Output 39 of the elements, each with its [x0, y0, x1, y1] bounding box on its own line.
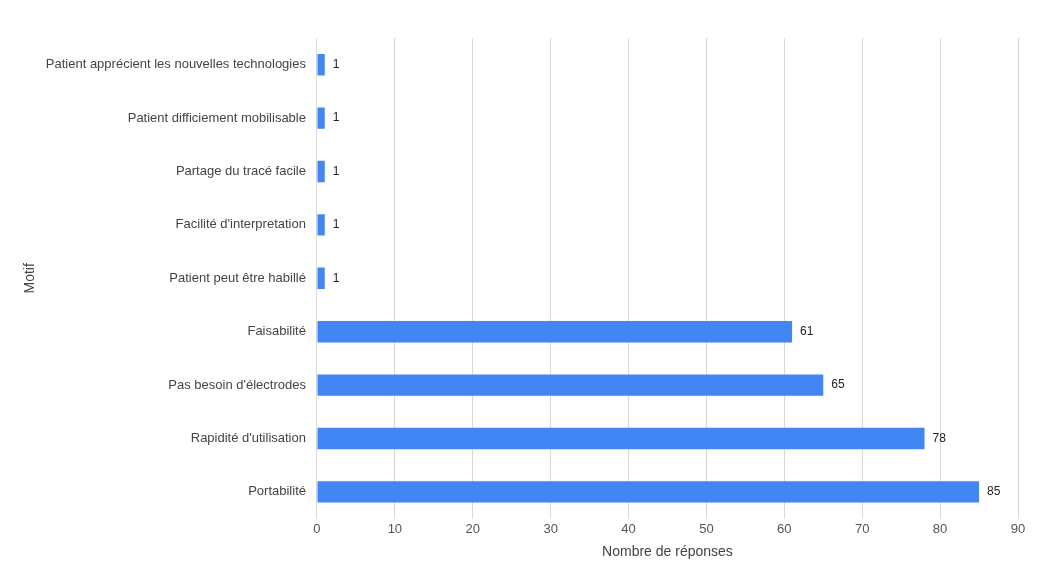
- bar: [317, 481, 980, 503]
- x-tick-label: 30: [543, 520, 558, 536]
- data-label: 61: [800, 324, 814, 339]
- bar: [317, 160, 325, 183]
- y-tick-label: Patient peut être habillé: [169, 269, 306, 285]
- bar: [317, 427, 925, 450]
- data-label: 85: [987, 484, 1001, 499]
- data-label: 65: [831, 377, 845, 392]
- data-label: 1: [332, 57, 340, 72]
- y-tick-label: Pas besoin d'électrodes: [168, 376, 307, 392]
- bar: [317, 214, 325, 236]
- data-label: 1: [332, 217, 340, 232]
- bar: [317, 321, 793, 343]
- x-tick-label: 10: [387, 520, 403, 536]
- x-tick-label: 70: [854, 520, 870, 536]
- y-tick-label: Patient apprécient les nouvelles technologies: [45, 56, 307, 72]
- bar: [317, 267, 325, 289]
- x-tick-label: 60: [777, 520, 792, 536]
- x-tick-label: 20: [465, 520, 480, 536]
- y-tick-label: Partage du tracé facile: [175, 163, 306, 179]
- x-tick-label: 50: [699, 520, 714, 536]
- y-tick-label: Portabilité: [248, 483, 306, 499]
- y-tick-label: Facilité d'interpretation: [175, 216, 306, 232]
- bar: [317, 54, 325, 76]
- x-tick-label: 40: [621, 520, 636, 536]
- x-tick-label: 0: [313, 520, 321, 536]
- data-label: 1: [332, 163, 340, 178]
- y-axis-title: Motif: [21, 263, 38, 294]
- bar: [317, 107, 325, 129]
- x-tick-label: 90: [1010, 520, 1026, 536]
- data-label: 1: [332, 270, 340, 285]
- y-tick-label: Faisabilité: [247, 323, 306, 339]
- bar: [317, 374, 824, 396]
- data-label: 1: [332, 110, 340, 125]
- data-label: 78: [932, 430, 947, 445]
- y-tick-label: Patient difficiement mobilisable: [127, 109, 306, 125]
- x-tick-label: 80: [932, 520, 948, 536]
- y-tick-label: Rapidité d'utilisation: [190, 430, 306, 446]
- x-axis-title: Nombre de réponses: [602, 543, 733, 560]
